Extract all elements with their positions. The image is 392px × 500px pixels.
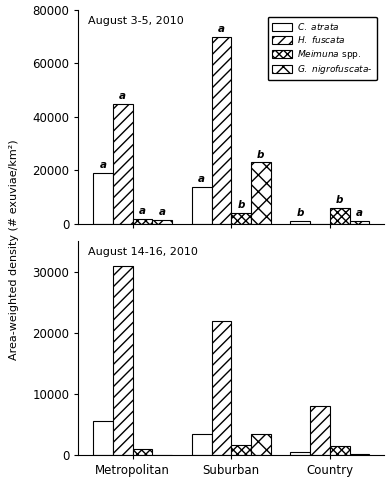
Text: a: a <box>159 207 166 217</box>
Bar <box>251 434 271 455</box>
Text: Area-weighted density (# exuviae/km²): Area-weighted density (# exuviae/km²) <box>9 140 19 360</box>
Text: a: a <box>356 208 363 218</box>
Bar <box>251 162 271 224</box>
Bar <box>212 36 231 224</box>
Text: a: a <box>100 160 107 170</box>
Bar <box>132 218 152 224</box>
Bar <box>290 452 310 455</box>
Text: a: a <box>198 174 205 184</box>
Bar <box>113 266 132 455</box>
Bar <box>330 208 350 224</box>
Legend: $\it{C.\ atrata}$, $\it{H.\ fuscata}$, $\it{Meimuna}$ spp., $\it{G.\ nigrofuscat: $\it{C.\ atrata}$, $\it{H.\ fuscata}$, $… <box>268 16 377 80</box>
Bar <box>310 406 330 455</box>
Text: a: a <box>119 91 126 101</box>
Text: b: b <box>257 150 265 160</box>
Bar <box>350 454 369 455</box>
Text: b: b <box>297 208 304 218</box>
Bar <box>330 446 350 455</box>
Bar <box>113 104 132 224</box>
Bar <box>192 434 212 455</box>
Bar <box>132 449 152 455</box>
Text: a: a <box>139 206 146 216</box>
Bar <box>93 422 113 455</box>
Bar <box>192 186 212 224</box>
Text: August 3-5, 2010: August 3-5, 2010 <box>87 16 183 26</box>
Text: b: b <box>238 200 245 210</box>
Text: b: b <box>336 195 343 205</box>
Text: a: a <box>218 24 225 34</box>
Bar <box>152 220 172 224</box>
Bar <box>231 213 251 224</box>
Bar <box>290 222 310 224</box>
Bar <box>212 320 231 455</box>
Bar <box>93 173 113 224</box>
Bar <box>231 444 251 455</box>
Text: August 14-16, 2010: August 14-16, 2010 <box>87 248 198 258</box>
Bar <box>350 222 369 224</box>
